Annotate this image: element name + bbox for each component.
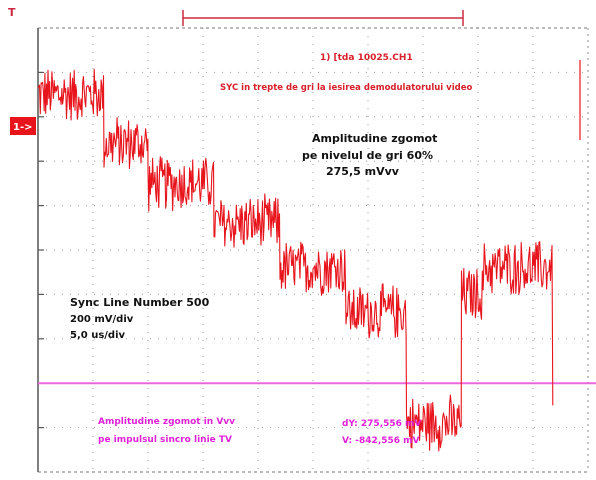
sync-line-label: Sync Line Number 500 <box>70 296 210 309</box>
channel-marker-box <box>10 117 36 135</box>
bottom-note-2: pe impulsul sincro linie TV <box>98 435 232 445</box>
volts-per-div: 200 mV/div <box>70 314 134 325</box>
trigger-marker: T <box>8 6 16 19</box>
annotation-line2: SYC in trepte de gri la iesirea demodula… <box>220 83 472 93</box>
noise-title-2: pe nivelul de gri 60% <box>302 149 433 162</box>
channel-marker-label: 1-> <box>13 122 33 133</box>
trigger-bracket <box>182 10 464 26</box>
signal-trace <box>37 68 554 452</box>
cursor-dy: dY: 275,556 mV <box>342 419 421 429</box>
cursor-v: V: -842,556 mV <box>342 436 420 446</box>
noise-value: 275,5 mVvv <box>326 165 400 178</box>
noise-title-1: Amplitudine zgomot <box>312 132 437 145</box>
annotation-line1: 1) [tda 10025.CH1 <box>320 53 413 63</box>
bottom-note-1: Amplitudine zgomot in Vvv <box>98 417 235 427</box>
time-per-div: 5,0 us/div <box>70 330 126 341</box>
